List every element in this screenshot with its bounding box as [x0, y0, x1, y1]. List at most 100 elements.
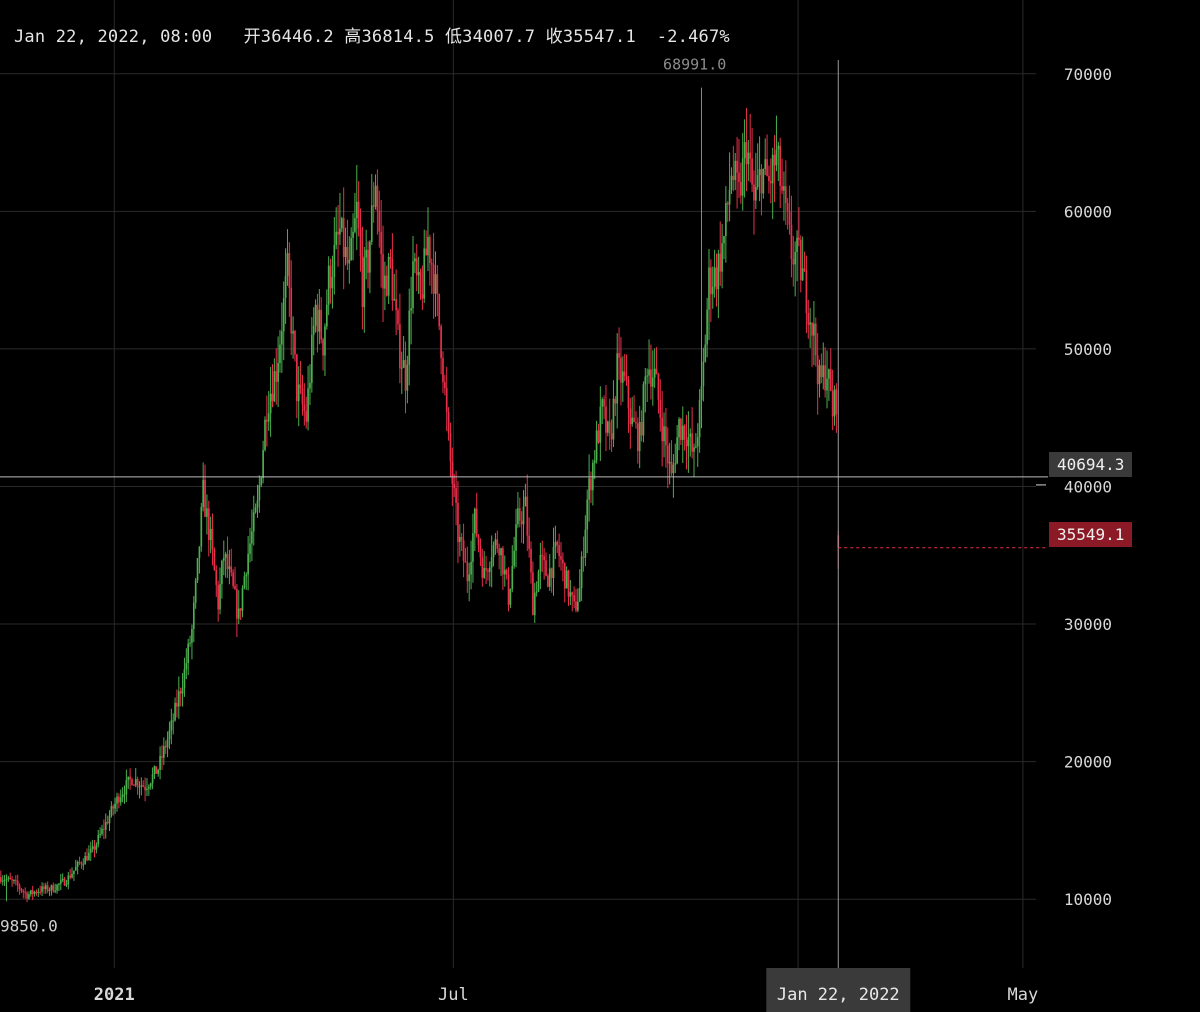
candle-body [498, 548, 501, 556]
candle-body [151, 774, 154, 784]
candle-body [294, 331, 296, 355]
candle-body [222, 557, 225, 561]
candle-body [466, 562, 469, 582]
candle-body [16, 880, 19, 886]
candle-body [753, 184, 755, 201]
candle-body [168, 730, 171, 740]
ohlc-high: 36814.5 [361, 27, 435, 47]
time-axis[interactable]: 2021 Jul May Jan 22, 2022 [94, 968, 1038, 1012]
candle-body [479, 545, 482, 558]
candle-body [533, 592, 536, 616]
candle-body [296, 354, 298, 402]
candle-body [580, 556, 583, 589]
candle-body [361, 256, 364, 308]
candle-body [661, 417, 664, 442]
candle-body [507, 574, 510, 605]
ohlc-open: 36446.2 [260, 27, 334, 47]
candle-body [464, 560, 467, 563]
candle-body [550, 568, 553, 578]
candle-body [316, 304, 319, 332]
candle-body [305, 410, 308, 422]
candle-body [429, 236, 431, 264]
candle-body [741, 158, 744, 196]
ohlc-high-label: 高 [344, 27, 362, 47]
candle-body [520, 520, 523, 525]
candle-body [86, 855, 88, 861]
candle-body [402, 360, 405, 368]
candle-body [706, 309, 708, 345]
candle-body [554, 541, 557, 547]
candle-body [829, 369, 832, 392]
candle-body [367, 249, 369, 273]
candle-body [794, 251, 797, 265]
horizontal-marker-value: 40694.3 [1057, 455, 1125, 474]
candle-body [595, 430, 598, 461]
last-price-tag: 35549.1 [1049, 522, 1133, 547]
horizontal-marker-tag[interactable]: 40694.3 [1049, 452, 1133, 477]
candle-body [134, 778, 137, 785]
candle-body [131, 779, 133, 785]
candle-body [236, 589, 238, 619]
candle-body [213, 549, 216, 570]
candle-body [48, 890, 51, 892]
candle-body [813, 323, 815, 336]
candle-body [309, 382, 311, 389]
candle-body [625, 375, 628, 380]
candle-body [436, 274, 439, 294]
candle-body [28, 894, 30, 899]
candle-body [183, 669, 186, 688]
candle-body [644, 376, 647, 385]
candle-body [730, 175, 733, 190]
candle-body [164, 746, 167, 748]
candle-body [18, 885, 21, 890]
candle-body [608, 421, 611, 434]
candle-body [260, 477, 263, 486]
candle-body [773, 154, 776, 166]
candle-body [522, 506, 525, 525]
candle-body [228, 566, 231, 570]
candle-body [824, 365, 826, 391]
candle-body [494, 539, 497, 546]
candle-body [740, 181, 742, 196]
candle-body [162, 746, 165, 758]
candle-body [391, 259, 394, 301]
x-tick-label: Jul [438, 985, 469, 1005]
candle-body [172, 720, 175, 722]
candle-body [292, 331, 294, 334]
candle-body [288, 253, 291, 288]
candle-body [569, 592, 572, 597]
candle-body [249, 543, 251, 554]
candle-body [400, 367, 403, 369]
candle-body [681, 425, 684, 440]
candle-body [419, 271, 422, 295]
price-axis[interactable]: 10000 20000 30000 40000 50000 60000 70000 [1036, 65, 1112, 909]
candle-body [503, 569, 506, 575]
candle-body [207, 508, 210, 541]
candle-body [698, 399, 701, 438]
candle-body [820, 365, 823, 378]
candle-body [410, 308, 412, 311]
candle-body [219, 584, 221, 610]
candle-body [342, 218, 345, 257]
candle-body [417, 271, 420, 276]
candle-body [635, 422, 637, 424]
candle-body [528, 535, 530, 549]
candle-body [372, 205, 375, 207]
candle-body [20, 889, 23, 892]
candle-body [696, 437, 699, 447]
candle-body [352, 231, 354, 239]
candle-body [447, 411, 450, 434]
candle-body [670, 462, 673, 474]
candle-body [11, 879, 13, 881]
candle-body [127, 776, 130, 780]
candle-body [427, 236, 429, 256]
candle-body [221, 560, 223, 585]
candle-body [683, 425, 686, 440]
candle-body [337, 231, 339, 235]
candle-body [584, 529, 587, 558]
candle-body [790, 224, 793, 259]
candle-body [807, 313, 810, 325]
candle-body [721, 243, 723, 272]
candle-body [159, 756, 161, 770]
candle-body [606, 421, 609, 433]
